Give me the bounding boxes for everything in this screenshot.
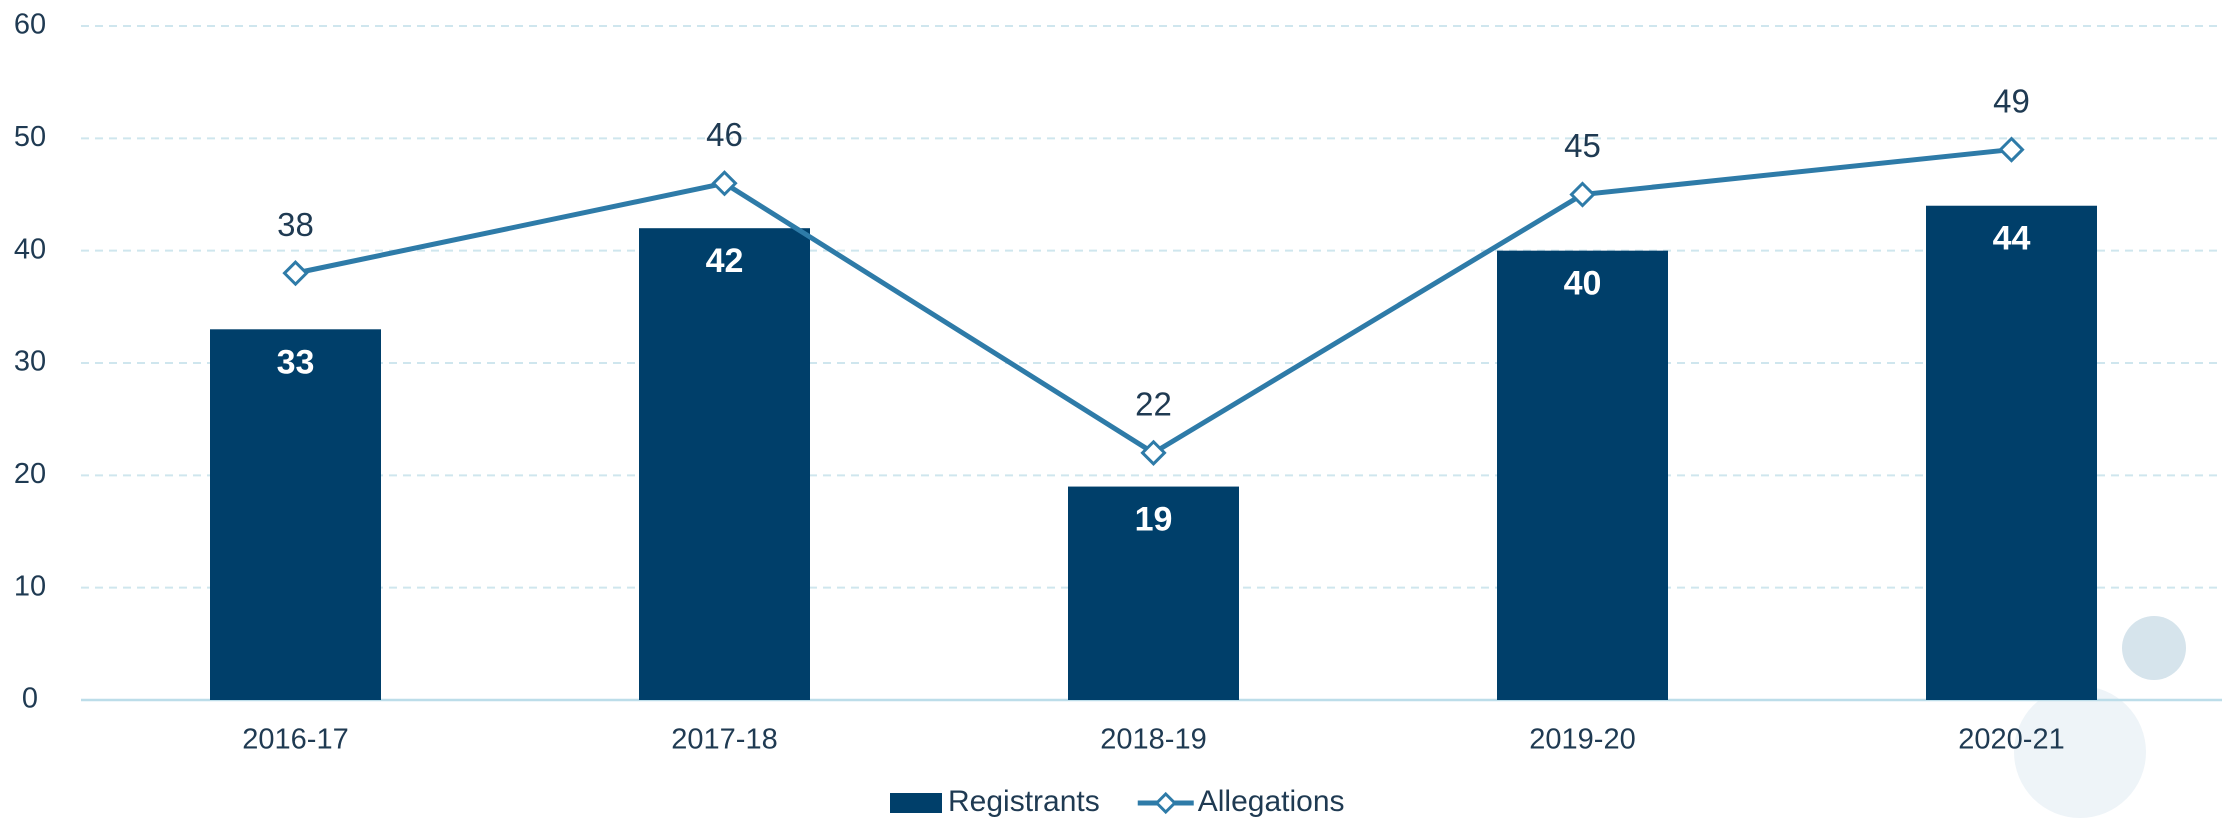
- legend-label: Allegations: [1198, 785, 1345, 818]
- y-tick-label: 50: [14, 121, 46, 153]
- marker: [1569, 181, 1596, 208]
- bar-value-label: 33: [277, 343, 315, 381]
- bar-value-label: 42: [706, 242, 744, 280]
- legend-swatch: [1154, 791, 1177, 815]
- decoration: [2122, 616, 2186, 680]
- y-tick-label: 0: [22, 683, 38, 715]
- line-value-label: 22: [1135, 386, 1172, 423]
- y-tick-label: 20: [14, 458, 46, 490]
- bar: [1068, 486, 1239, 700]
- x-tick-label: 2020-21: [1958, 724, 2064, 756]
- bar: [210, 329, 381, 700]
- decoration: [2014, 686, 2146, 818]
- marker: [1140, 439, 1167, 466]
- bar-value-label: 44: [1993, 220, 2031, 258]
- y-tick-label: 60: [14, 9, 46, 41]
- y-tick-label: 40: [14, 233, 46, 265]
- bar: [639, 228, 810, 700]
- x-tick-label: 2019-20: [1529, 724, 1635, 756]
- x-tick-label: 2018-19: [1100, 724, 1206, 756]
- x-tick-label: 2016-17: [242, 724, 348, 756]
- marker: [1998, 136, 2025, 163]
- bar: [1497, 250, 1668, 700]
- marker: [711, 170, 738, 197]
- line-value-label: 38: [277, 206, 314, 243]
- bar-value-label: 40: [1564, 265, 1602, 303]
- line-value-label: 46: [706, 116, 743, 153]
- legend-swatch: [890, 793, 942, 813]
- marker: [282, 260, 309, 287]
- y-tick-label: 30: [14, 346, 46, 378]
- bar: [1926, 205, 2097, 700]
- legend-label: Registrants: [948, 785, 1100, 818]
- y-tick-label: 10: [14, 570, 46, 602]
- bar-value-label: 19: [1135, 501, 1173, 539]
- x-tick-label: 2017-18: [671, 724, 777, 756]
- line-value-label: 49: [1993, 82, 2030, 119]
- line-value-label: 45: [1564, 127, 1601, 164]
